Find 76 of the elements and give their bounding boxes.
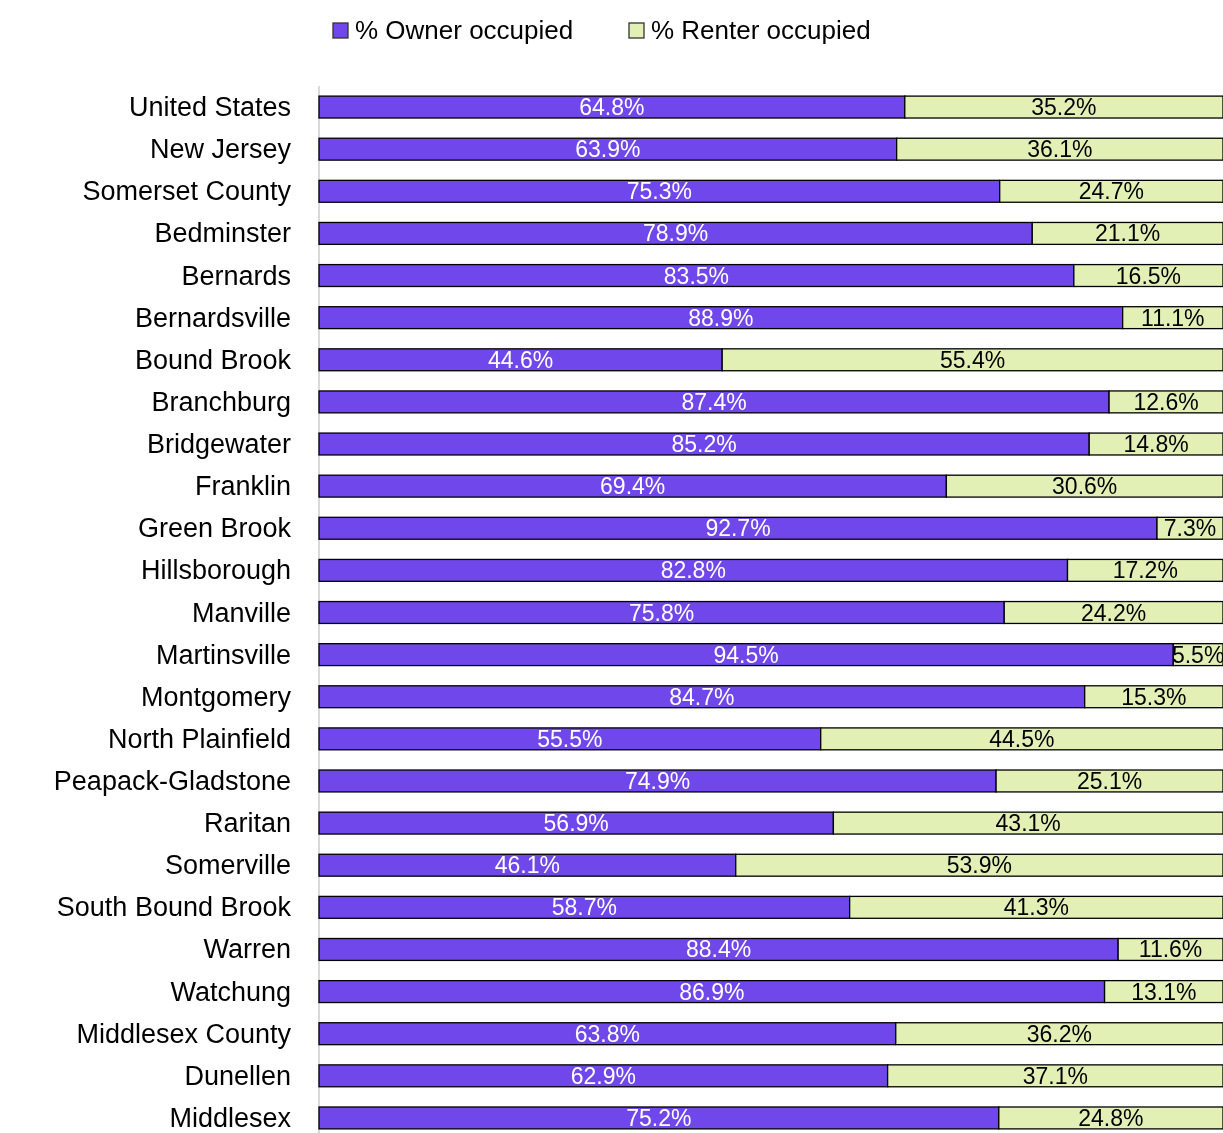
data-label: 37.1% xyxy=(1022,1062,1088,1089)
y-tick-label: Bernardsville xyxy=(134,302,291,333)
data-label: 86.9% xyxy=(679,978,745,1005)
y-tick-label: Warren xyxy=(203,934,291,965)
data-label: 30.6% xyxy=(1052,473,1118,500)
data-label: 63.9% xyxy=(575,136,641,163)
data-label: 92.7% xyxy=(705,515,771,542)
data-label: 55.5% xyxy=(537,725,603,752)
data-label: 75.3% xyxy=(626,178,692,205)
data-label: 24.8% xyxy=(1078,1104,1144,1131)
data-label: 12.6% xyxy=(1133,388,1199,415)
data-label: 88.4% xyxy=(685,936,752,963)
y-tick-label: Branchburg xyxy=(151,386,291,417)
y-tick-label: South Bound Brook xyxy=(56,892,292,923)
data-label: 69.4% xyxy=(600,473,666,500)
data-label: 64.8% xyxy=(579,94,645,121)
data-label: 75.8% xyxy=(629,599,695,626)
data-label: 94.5% xyxy=(713,641,779,668)
y-tick-label: Montgomery xyxy=(140,681,292,712)
data-label: 15.3% xyxy=(1121,683,1187,710)
data-label: 44.6% xyxy=(487,346,554,373)
data-label: 53.9% xyxy=(946,852,1012,879)
y-tick-label: Dunellen xyxy=(184,1060,291,1091)
y-tick-label: Franklin xyxy=(194,471,291,502)
data-label: 16.5% xyxy=(1115,262,1182,289)
data-label: 84.7% xyxy=(669,683,735,710)
data-label: 85.2% xyxy=(671,431,737,458)
y-tick-label: Peapack-Gladstone xyxy=(53,765,291,796)
data-label: 17.2% xyxy=(1112,557,1178,584)
data-label: 25.1% xyxy=(1076,767,1143,794)
data-label: 75.2% xyxy=(626,1104,692,1131)
data-label: 83.5% xyxy=(663,262,730,289)
y-tick-label: Bernards xyxy=(181,260,291,291)
data-label: 11.6% xyxy=(1138,936,1203,963)
y-tick-label: Green Brook xyxy=(137,513,292,544)
y-tick-label: United States xyxy=(128,92,291,123)
y-tick-label: Bound Brook xyxy=(134,344,292,375)
data-label: 88.9% xyxy=(688,304,754,331)
data-label: 74.9% xyxy=(624,767,691,794)
data-label: 36.2% xyxy=(1026,1020,1092,1047)
data-label: 62.9% xyxy=(570,1062,636,1089)
y-tick-label: Somerville xyxy=(164,850,291,881)
data-label: 35.2% xyxy=(1031,94,1097,121)
data-label: 87.4% xyxy=(681,388,747,415)
y-tick-label: North Plainfield xyxy=(107,723,291,754)
y-tick-label: Middlesex xyxy=(169,1102,292,1133)
data-label: 63.8% xyxy=(574,1020,640,1047)
data-label: 21.1% xyxy=(1095,220,1161,247)
y-tick-label: Somerset County xyxy=(82,176,292,207)
data-label: 24.2% xyxy=(1081,599,1147,626)
y-tick-label: New Jersey xyxy=(149,134,292,165)
data-label: 43.1% xyxy=(995,810,1061,837)
data-label: 78.9% xyxy=(643,220,709,247)
y-tick-label: Bridgewater xyxy=(146,429,291,460)
data-label: 41.3% xyxy=(1003,894,1069,921)
data-label: 13.1% xyxy=(1131,978,1197,1005)
y-tick-label: Hillsborough xyxy=(140,555,291,586)
data-label: 36.1% xyxy=(1027,136,1093,163)
y-tick-label: Bedminster xyxy=(154,218,291,249)
y-tick-label: Watchung xyxy=(170,976,291,1007)
data-label: 24.7% xyxy=(1078,178,1144,205)
data-label: 7.3% xyxy=(1163,515,1217,542)
data-label: 44.5% xyxy=(989,725,1055,752)
legend-label: % Renter occupied xyxy=(651,15,871,45)
legend-label: % Owner occupied xyxy=(355,15,574,45)
data-label: 14.8% xyxy=(1123,431,1189,458)
data-label: 11.1% xyxy=(1141,304,1205,331)
y-tick-label: Manville xyxy=(191,597,291,628)
y-tick-label: Middlesex County xyxy=(76,1018,292,1049)
y-tick-label: Martinsville xyxy=(155,639,291,670)
data-label: 55.4% xyxy=(939,346,1006,373)
y-tick-label: Raritan xyxy=(203,808,291,839)
data-label: 82.8% xyxy=(660,557,726,584)
data-label: 58.7% xyxy=(551,894,617,921)
data-label: 46.1% xyxy=(494,852,560,879)
data-label: 56.9% xyxy=(543,810,609,837)
